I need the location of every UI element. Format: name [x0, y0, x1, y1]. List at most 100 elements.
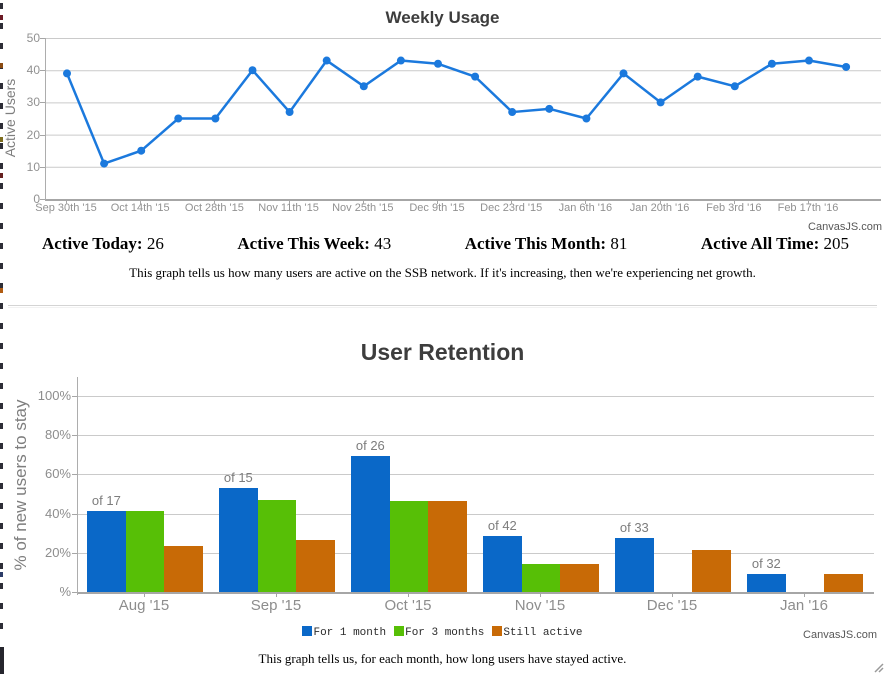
- legend-swatch: [394, 626, 405, 636]
- y-axis-tick: [40, 199, 45, 200]
- y-axis-tick-label: %: [59, 584, 71, 599]
- data-point[interactable]: [248, 66, 257, 75]
- edge-fragment: [0, 563, 3, 569]
- stat-value: 81: [606, 234, 628, 253]
- data-point[interactable]: [100, 159, 109, 168]
- x-axis-tick: [437, 199, 438, 204]
- edge-fragment: [0, 463, 3, 469]
- bar-still-active[interactable]: [164, 545, 204, 592]
- edge-fragment: [0, 263, 3, 269]
- bar-for-3-months[interactable]: [257, 500, 297, 592]
- y-axis-tick-label: 20%: [44, 544, 71, 560]
- edge-fragment: [0, 583, 3, 589]
- data-point[interactable]: [322, 56, 331, 65]
- chart-description: This graph tells us, for each month, how…: [258, 651, 627, 666]
- edge-fragment: [0, 503, 3, 509]
- data-point[interactable]: [842, 62, 851, 71]
- x-axis-tick-label: Dec 9th '15: [409, 202, 465, 214]
- data-point[interactable]: [693, 72, 702, 81]
- y-axis-tick-label: 40: [26, 63, 40, 78]
- bar-still-active[interactable]: [296, 539, 336, 592]
- legend-item-for-3-months[interactable]: For 3 months: [394, 626, 484, 639]
- y-axis-tick-label: 50: [26, 31, 40, 45]
- resize-grip-icon[interactable]: [871, 660, 884, 673]
- data-point[interactable]: [656, 98, 665, 107]
- x-axis-tick-label: Jan 6th '16: [558, 202, 613, 214]
- data-point[interactable]: [359, 82, 368, 91]
- data-point[interactable]: [619, 69, 628, 78]
- edge-fragment: [0, 163, 3, 169]
- bar-for-1-month[interactable]: [351, 456, 390, 592]
- bar-still-active[interactable]: [560, 563, 600, 592]
- bar-count-label: of 33: [619, 520, 649, 536]
- data-point[interactable]: [434, 59, 442, 68]
- data-point[interactable]: [767, 59, 776, 68]
- data-point[interactable]: [285, 108, 294, 117]
- data-point[interactable]: [730, 82, 739, 91]
- y-axis-tick: [40, 38, 45, 39]
- legend-label: For 1 month: [313, 627, 387, 639]
- edge-fragment: [0, 15, 3, 20]
- bar-still-active[interactable]: [428, 501, 468, 592]
- edge-fragment: [0, 3, 3, 9]
- data-point[interactable]: [63, 69, 71, 78]
- edge-fragment: [0, 523, 3, 529]
- bar-for-1-month[interactable]: [219, 487, 258, 592]
- x-axis-tick-label: Nov 25th '15: [332, 202, 394, 214]
- data-point[interactable]: [211, 114, 220, 123]
- edge-fragment: [0, 103, 3, 109]
- bar-for-1-month[interactable]: [615, 538, 654, 592]
- chart-title-user-retention: User Retention: [360, 339, 525, 365]
- y-axis-tick: [72, 474, 77, 476]
- bar-for-1-month[interactable]: [747, 573, 786, 592]
- data-point[interactable]: [545, 104, 554, 113]
- y-axis-tick-label: 0: [33, 192, 40, 206]
- canvasjs-credit-link[interactable]: CanvasJS.com: [803, 629, 877, 641]
- legend-item-still-active[interactable]: Still active: [492, 626, 583, 639]
- canvasjs-credit-link[interactable]: CanvasJS.com: [808, 221, 882, 233]
- data-point[interactable]: [396, 56, 405, 65]
- edge-fragment: [0, 483, 3, 489]
- edge-fragment: [0, 183, 3, 189]
- bar-for-3-months[interactable]: [389, 501, 429, 592]
- gridline: [78, 552, 874, 554]
- data-point[interactable]: [471, 72, 480, 81]
- y-axis-tick-label: 10: [26, 159, 40, 174]
- y-axis-tick-label: 100%: [37, 388, 71, 403]
- x-axis-tick-label: Oct 14th '15: [110, 202, 170, 214]
- x-axis-tick: [804, 592, 805, 597]
- bar-count-label: of 15: [223, 469, 253, 485]
- data-point[interactable]: [137, 146, 146, 155]
- bar-count-label: of 26: [355, 438, 385, 454]
- data-point[interactable]: [582, 114, 591, 123]
- bar-count-label: of 32: [751, 555, 781, 571]
- edge-fragment: [0, 623, 3, 629]
- edge-fragment: [0, 443, 3, 449]
- bar-still-active[interactable]: [824, 573, 864, 592]
- data-point[interactable]: [174, 114, 183, 123]
- edge-fragment: [0, 173, 3, 178]
- x-axis-tick: [66, 199, 67, 204]
- x-axis-tick-label: Nov 11th '15: [258, 202, 319, 214]
- bar-for-1-month[interactable]: [87, 511, 126, 592]
- data-point[interactable]: [508, 108, 517, 117]
- x-axis-category-label: Oct '15: [384, 597, 432, 614]
- bar-still-active[interactable]: [692, 550, 732, 592]
- bar-for-1-month[interactable]: [483, 535, 522, 592]
- edge-fragment: [0, 323, 3, 329]
- x-axis-tick: [672, 592, 673, 597]
- x-axis-category-label: Dec '15: [646, 597, 698, 614]
- y-axis-tick-label: 30: [26, 95, 40, 110]
- bar-for-3-months[interactable]: [125, 511, 165, 592]
- data-point[interactable]: [805, 56, 813, 65]
- edge-fragment: [0, 23, 3, 29]
- legend-swatch: [492, 626, 503, 636]
- bar-for-3-months[interactable]: [521, 563, 561, 592]
- edge-fragment: [0, 288, 3, 293]
- edge-fragment: [0, 343, 3, 349]
- stat-value: 43: [369, 234, 392, 253]
- legend-item-for-1-month[interactable]: For 1 month: [302, 626, 386, 639]
- y-axis-tick: [72, 513, 77, 515]
- usage-line: [65, 59, 847, 165]
